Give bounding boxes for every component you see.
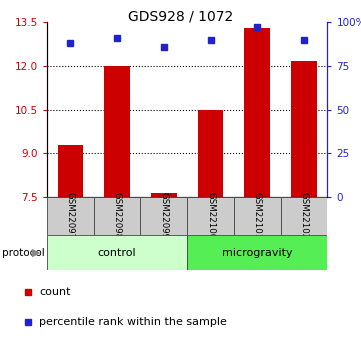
Bar	[47, 235, 187, 270]
Text: GSM22100: GSM22100	[206, 193, 215, 240]
Bar	[244, 28, 270, 197]
Bar	[140, 197, 187, 235]
Text: ▶: ▶	[32, 247, 40, 257]
Bar	[187, 197, 234, 235]
Bar	[280, 197, 327, 235]
Text: GSM22101: GSM22101	[253, 193, 262, 240]
Bar	[151, 193, 177, 197]
Text: control: control	[98, 247, 136, 257]
Text: protocol: protocol	[2, 247, 44, 257]
Bar	[291, 61, 317, 197]
Bar	[94, 197, 140, 235]
Text: GSM22097: GSM22097	[66, 193, 75, 239]
Text: GSM22102: GSM22102	[300, 193, 309, 240]
Bar	[187, 235, 327, 270]
Bar	[57, 145, 83, 197]
Bar	[104, 66, 130, 197]
Bar	[198, 109, 223, 197]
Bar	[47, 197, 94, 235]
Text: count: count	[39, 287, 71, 297]
Text: GSM22098: GSM22098	[113, 193, 122, 239]
Text: GDS928 / 1072: GDS928 / 1072	[128, 10, 233, 24]
Text: GSM22099: GSM22099	[159, 193, 168, 239]
Text: percentile rank within the sample: percentile rank within the sample	[39, 317, 227, 327]
Bar	[234, 197, 280, 235]
Text: microgravity: microgravity	[222, 247, 293, 257]
